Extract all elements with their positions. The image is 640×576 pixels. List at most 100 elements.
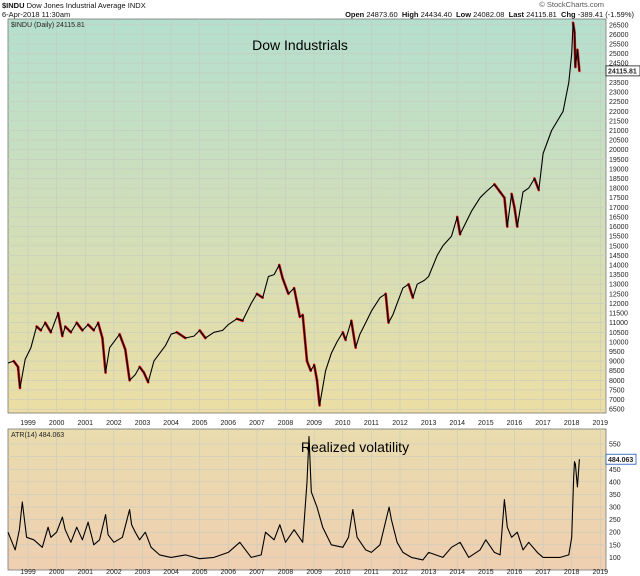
chg-label: Chg <box>561 10 576 19</box>
x-tick-label: 2019 <box>592 569 608 576</box>
y-tick-label: 21500 <box>609 118 629 125</box>
y-tick-label: 18500 <box>609 176 629 183</box>
y-tick-label: 13500 <box>609 272 629 279</box>
y-tick-label: 20500 <box>609 138 629 145</box>
y-tick-label: 12500 <box>609 291 629 298</box>
last-value-box <box>605 65 640 77</box>
x-tick-label: 2003 <box>135 569 151 576</box>
annotation: Realized volatility <box>301 439 409 455</box>
chart-header-left: $INDU Dow Jones Industrial Average INDX <box>2 1 146 10</box>
x-tick-label: 2017 <box>535 420 551 427</box>
last-value-label: 484.063 <box>608 457 633 464</box>
x-tick-label: 2000 <box>49 420 65 427</box>
x-tick-label: 2015 <box>478 569 494 576</box>
last-label: Last <box>508 10 525 19</box>
chg-value: -389.41 (-1.59%) <box>577 10 634 19</box>
x-tick-label: 2013 <box>421 569 437 576</box>
y-tick-label: 9500 <box>609 349 625 356</box>
open-value: 24873.60 <box>366 10 398 19</box>
y-tick-label: 7500 <box>609 387 625 394</box>
y-tick-label: 21000 <box>609 128 629 135</box>
y-tick-label: 23500 <box>609 80 629 87</box>
y-tick-label: 10000 <box>609 339 629 346</box>
x-tick-label: 2005 <box>192 569 208 576</box>
low-value: 24082.08 <box>473 10 505 19</box>
open-label: Open <box>345 10 365 19</box>
panel-title: ATR(14) 484.063 <box>11 432 64 439</box>
x-tick-label: 2001 <box>77 420 93 427</box>
x-tick-label: 1999 <box>20 569 36 576</box>
x-tick-label: 2011 <box>364 420 379 427</box>
chart-header-right: Open 24873.60 High 24434.40 Low 24082.08… <box>345 10 634 19</box>
y-tick-label: 550 <box>609 442 621 449</box>
y-tick-label: 6500 <box>609 407 625 414</box>
index-name: Dow Jones Industrial Average INDX <box>26 1 146 10</box>
y-tick-label: 19000 <box>609 166 629 173</box>
panel-background <box>7 428 607 571</box>
x-tick-label: 2018 <box>564 420 580 427</box>
high-label: High <box>401 10 419 19</box>
y-tick-label: 17000 <box>609 205 629 212</box>
symbol: $INDU <box>2 1 25 10</box>
x-tick-label: 2000 <box>49 569 65 576</box>
y-tick-label: 24500 <box>609 61 629 68</box>
last-value: 24115.81 <box>526 10 557 19</box>
x-tick-label: 2015 <box>478 420 494 427</box>
y-tick-label: 25500 <box>609 41 629 48</box>
y-tick-label: 400 <box>609 479 621 486</box>
y-tick-label: 17500 <box>609 195 629 202</box>
x-tick-label: 2004 <box>163 420 179 427</box>
x-tick-label: 2006 <box>221 420 237 427</box>
x-tick-label: 2016 <box>507 569 523 576</box>
x-tick-label: 2008 <box>278 569 294 576</box>
y-tick-label: 16500 <box>609 214 629 221</box>
x-tick-label: 2017 <box>535 569 551 576</box>
y-tick-label: 10500 <box>609 330 629 337</box>
y-tick-label: 11000 <box>609 320 628 327</box>
y-tick-label: 19500 <box>609 157 629 164</box>
stockcharts-credit: © StockCharts.com <box>539 0 604 9</box>
y-tick-label: 25000 <box>609 51 629 58</box>
y-tick-label: 18000 <box>609 186 629 193</box>
chart-datetime: 6-Apr-2018 11:30am <box>2 10 71 19</box>
x-tick-label: 2012 <box>392 420 408 427</box>
x-tick-label: 2005 <box>192 420 208 427</box>
x-tick-label: 2003 <box>135 420 151 427</box>
x-tick-label: 2007 <box>249 420 265 427</box>
x-tick-label: 2010 <box>335 420 351 427</box>
y-tick-label: 14000 <box>609 263 629 270</box>
x-tick-label: 2010 <box>335 569 351 576</box>
x-tick-label: 2004 <box>163 569 179 576</box>
y-tick-label: 150 <box>609 542 621 549</box>
series-line <box>7 22 580 406</box>
y-tick-label: 16000 <box>609 224 629 231</box>
high-value: 24434.40 <box>420 10 452 19</box>
series-line <box>7 436 580 561</box>
y-tick-label: 11500 <box>609 311 628 318</box>
x-tick-label: 2016 <box>507 420 523 427</box>
x-tick-label: 2007 <box>249 569 265 576</box>
x-tick-label: 2006 <box>221 569 237 576</box>
panel-title: $INDU (Daily) 24115.81 <box>11 22 85 29</box>
x-tick-label: 2013 <box>421 420 437 427</box>
y-tick-label: 15500 <box>609 234 629 241</box>
y-tick-label: 300 <box>609 505 621 512</box>
y-tick-label: 450 <box>609 467 621 474</box>
annotation: Dow Industrials <box>252 37 348 53</box>
x-tick-label: 2012 <box>392 569 408 576</box>
y-tick-label: 200 <box>609 530 621 537</box>
y-tick-label: 9000 <box>609 359 625 366</box>
y-tick-label: 8500 <box>609 368 625 375</box>
y-tick-label: 250 <box>609 517 621 524</box>
x-tick-label: 2018 <box>564 569 580 576</box>
y-tick-label: 22000 <box>609 109 629 116</box>
x-tick-label: 2009 <box>306 569 322 576</box>
y-tick-label: 8000 <box>609 378 625 385</box>
low-label: Low <box>456 10 472 19</box>
y-tick-label: 22500 <box>609 99 629 106</box>
price-panel: 1999 2000 2001 2002 2003 2004 2005 2006 2007 2008… <box>7 18 640 427</box>
last-value-box <box>605 453 637 465</box>
x-tick-label: 2014 <box>449 420 465 427</box>
y-tick-label: 20000 <box>609 147 629 154</box>
